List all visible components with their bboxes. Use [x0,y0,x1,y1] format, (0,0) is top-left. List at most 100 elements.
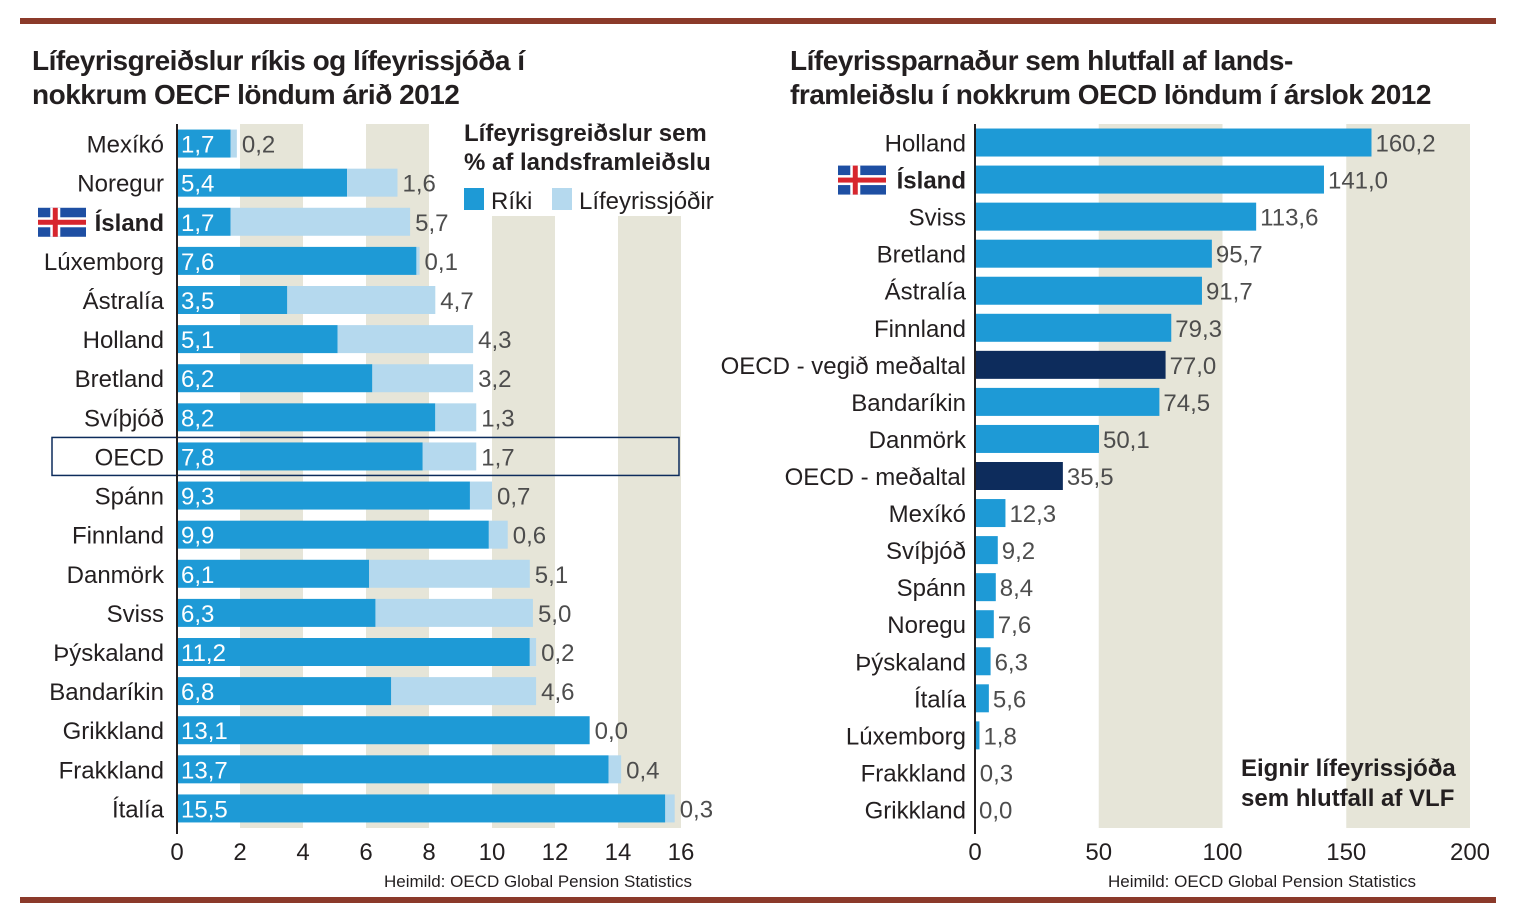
value-luxemborg: 1,8 [983,723,1016,750]
category-label-luxemborg: Lúxemborg [44,249,164,276]
value-riki-italia: 15,5 [181,796,228,823]
value-riki-finnland: 9,9 [181,523,214,550]
bar-row-sviss: 6,3 5,0 Sviss [107,598,571,628]
category-label-frakkland: Frakkland [861,760,966,787]
bar-luxemborg [975,721,980,750]
bar-row-noregu: 7,6 Noregu [887,610,1031,639]
value-riki-frakkland: 13,7 [181,757,228,784]
x-tick-label: 100 [1202,839,1242,866]
left-chart-title: Lífeyrisgreiðslur ríkis og lífeyrissjóða… [32,44,732,112]
bar-riki-sviss [177,598,376,627]
bar-row-svithjod: 9,2 Svíþjóð [886,536,1035,565]
bar-row-danmork: 6,1 5,1 Danmörk [67,559,568,589]
right-chart-title: Lífeyrissparnaður sem hlutfall af lands-… [790,44,1490,112]
iceland-flag-icon [38,207,86,237]
bar-sjodir-mexiko [230,129,237,158]
category-label-mexiko: Mexíkó [87,132,164,159]
category-label-bretland: Bretland [75,366,164,393]
bar-riki-thyskaland [177,638,530,666]
bar-sjodir-italia [665,794,675,823]
category-label-bandarikin: Bandaríkin [49,679,164,706]
bar-row-grikkland: 13,1 0,0 Grikkland [63,716,628,745]
category-label-bretland: Bretland [877,242,966,269]
x-tick-label: 14 [605,839,632,866]
bar-row-svithjod: 8,2 1,3 Svíþjóð [84,403,515,432]
bar-row-bandarikin: 74,5 Bandaríkin [851,387,1210,417]
bar-sviss [975,202,1257,231]
bar-riki-astralia [177,286,288,314]
bar-row-holland: 160,2 Holland [885,128,1436,158]
legend-title-line1: Lífeyrisgreiðslur sem [464,120,707,147]
value-sjodir-bandarikin: 4,6 [541,679,574,706]
bar-sjodir-frakkland [608,755,622,784]
legend-title-line2: % af landsframleiðslu [464,149,711,176]
value-sjodir-luxemborg: 0,1 [425,249,458,276]
value-riki-svithjod: 8,2 [181,405,214,432]
bar-riki-frakkland [177,755,609,784]
value-riki-bretland: 6,2 [181,366,214,393]
x-tick-label: 10 [479,839,506,866]
bar-bretland [975,239,1212,268]
top-rule [20,18,1496,24]
bar-bandarikin [975,387,1160,416]
category-label-noregu: Noregu [887,612,966,639]
bar-astralia [975,276,1202,305]
category-label-grikkland: Grikkland [865,797,966,824]
x-tick-label: 150 [1326,839,1366,866]
bar-row-finnland: 9,9 0,6 Finnland [72,520,546,550]
bar-row-thyskaland: 6,3 Þýskaland [855,647,1028,676]
bar-row-mexiko: 1,7 0,2 Mexíkó [87,129,275,159]
bar-riki-italia [177,794,666,823]
bar-row-bretland: 95,7 Bretland [877,239,1263,269]
bar-sjodir-finnland [488,520,508,549]
value-riki-bandarikin: 6,8 [181,679,214,706]
bar-riki-bretland [177,364,373,393]
category-label-noregur: Noregur [77,171,164,198]
x-tick-label: 0 [968,839,981,866]
bar-sjodir-svithjod [435,403,477,432]
x-tick-label: 0 [170,839,183,866]
bar-row-mexiko: 12,3 Mexíkó [889,499,1056,528]
value-finnland: 79,3 [1175,316,1222,343]
x-tick-label: 12 [542,839,569,866]
value-riki-astralia: 3,5 [181,288,214,315]
category-label-finnland: Finnland [874,316,966,343]
value-grikkland: 0,0 [979,797,1012,824]
category-label-thyskaland: Þýskaland [855,649,966,676]
category-label-danmork: Danmörk [67,562,165,589]
bar-svithjod [975,536,998,565]
bottom-rule [20,897,1496,903]
bar-sjodir-bandarikin [391,677,537,706]
value-bretland: 95,7 [1216,242,1263,269]
category-label-island: Ísland [95,209,164,237]
category-label-island: Ísland [897,167,966,195]
x-tick-label: 4 [296,839,309,866]
legend-swatch-lifeyrissjodir [552,188,572,210]
value-sjodir-grikkland: 0,0 [595,718,628,745]
bar-row-oecd: 7,8 1,7 OECD [95,442,515,471]
bar-riki-oecd [177,442,423,471]
value-sjodir-italia: 0,3 [680,796,713,823]
grid-band [1346,124,1470,828]
value-italia: 5,6 [993,686,1026,713]
value-bandarikin: 74,5 [1163,390,1210,417]
category-label-svithjod: Svíþjóð [84,405,164,432]
bar-danmork [975,424,1099,453]
annotation-line1: Eignir lífeyrissjóða [1241,755,1456,782]
bar-riki-mexiko [177,129,231,158]
value-riki-island: 1,7 [181,210,214,237]
bar-sjodir-danmork [369,559,530,588]
legend-background [458,118,730,216]
bar-oecd-vegid-medaltal [975,350,1166,379]
value-sjodir-sviss: 5,0 [538,601,571,628]
value-mexiko: 12,3 [1009,501,1056,528]
category-label-svithjod: Svíþjóð [886,538,966,565]
value-thyskaland: 6,3 [995,649,1028,676]
legend-label-riki: Ríki [491,188,532,215]
value-frakkland: 0,3 [980,760,1013,787]
value-astralia: 91,7 [1206,279,1253,306]
value-island: 141,0 [1328,168,1388,195]
legend-label-lifeyrissjodir: Lífeyrissjóðir [579,188,714,215]
bar-row-spann: 8,4 Spánn [897,573,1033,602]
bar-holland [975,128,1372,157]
